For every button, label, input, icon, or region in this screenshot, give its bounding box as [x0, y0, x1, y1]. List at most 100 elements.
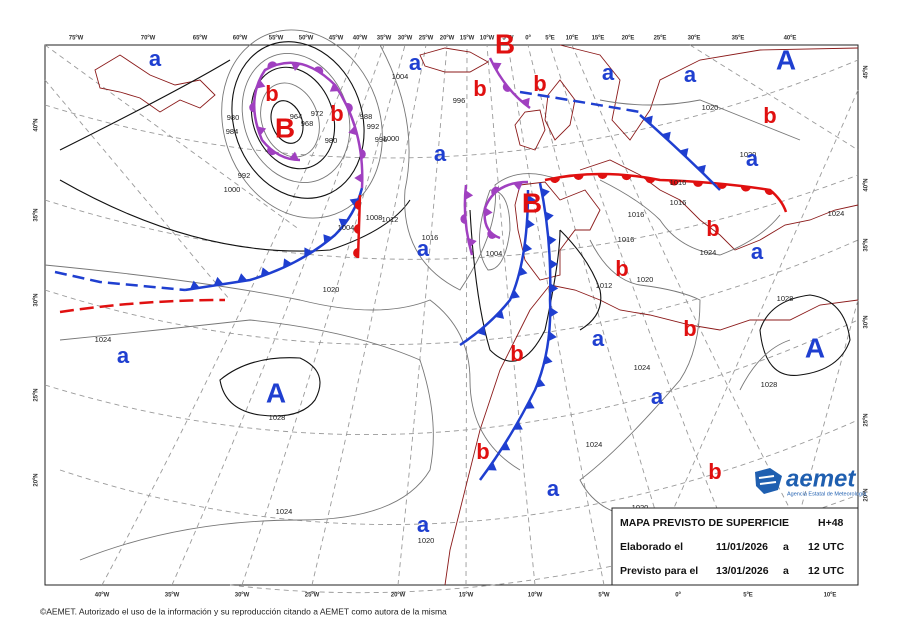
isobar-label: 1004	[486, 249, 503, 258]
bottom-label: 0º	[675, 593, 681, 599]
top-label: 15ºW	[460, 36, 475, 42]
right-label: 40ºN	[864, 178, 870, 191]
front-triangle	[696, 164, 706, 175]
front-triangle	[484, 207, 493, 218]
front-semicircle	[597, 173, 608, 180]
weak-high: a	[651, 384, 664, 409]
meridian	[311, 44, 427, 586]
weak-low: b	[708, 459, 721, 484]
left-label: 40ºN	[34, 118, 40, 131]
meridian	[507, 44, 605, 586]
front-triangle	[518, 266, 528, 277]
isobar-label: 1024	[276, 507, 293, 516]
meridian	[171, 44, 385, 586]
front-semicircle	[502, 82, 511, 92]
top-label: 40ºE	[784, 36, 797, 42]
map-border	[44, 44, 859, 586]
isobar-label: 1016	[422, 233, 439, 242]
front-triangle	[464, 189, 474, 200]
front-triangle	[541, 187, 550, 198]
meridian	[639, 89, 859, 586]
front-semicircle	[267, 147, 277, 156]
isobar	[759, 294, 851, 376]
front-semicircle	[717, 183, 728, 189]
left-label: 35ºN	[34, 208, 40, 221]
meridian	[486, 44, 536, 586]
bottom-label: 35ºW	[165, 593, 180, 599]
top-label: 70ºW	[141, 36, 156, 42]
isobar-label: 1004	[392, 72, 409, 81]
top-label: 60ºW	[233, 36, 248, 42]
weak-low: b	[330, 101, 343, 126]
front-triangle	[523, 242, 533, 253]
front-semicircle	[549, 177, 560, 184]
iberia-coast	[514, 181, 601, 281]
isobar-label: 996	[375, 135, 388, 144]
isobar-label: 992	[367, 122, 380, 131]
front-triangle	[338, 218, 349, 228]
isobar-label: 1000	[383, 134, 400, 143]
logo-icon	[755, 468, 782, 494]
front-triangle	[487, 461, 497, 471]
top-label: 40ºW	[353, 36, 368, 42]
top-label: 20ºW	[440, 36, 455, 42]
bottom-label: 15ºW	[459, 593, 474, 599]
meridian	[44, 79, 231, 301]
parallel	[44, 59, 859, 159]
isobar-label: 1020	[323, 285, 340, 294]
info-title: MAPA PREVISTO DE SUPERFICIE	[620, 517, 789, 529]
right-label: 30ºN	[864, 315, 870, 328]
isobar-label: 1020	[418, 536, 435, 545]
front-triangle	[548, 331, 557, 342]
isobar-label: 1024	[586, 440, 603, 449]
front-semicircle	[740, 185, 751, 192]
british-isles-coast	[514, 79, 576, 151]
front-triangle	[513, 421, 523, 430]
front-triangle	[329, 82, 340, 92]
low-center: B	[522, 187, 542, 218]
weak-low: b	[510, 341, 523, 366]
front-semicircle	[353, 223, 360, 234]
info-time: 12 UTC	[808, 565, 845, 577]
top-label: 45ºW	[329, 36, 344, 42]
front-triangle	[304, 247, 313, 257]
front-triangle	[545, 211, 554, 222]
meridian	[465, 44, 468, 586]
right-label: 20ºN	[864, 488, 870, 501]
right-label: 25ºN	[864, 413, 870, 426]
front-triangle	[237, 273, 248, 282]
isobar-label: 984	[226, 127, 239, 136]
isobar-label: 980	[325, 136, 338, 145]
info-lead-time: H+48	[818, 517, 844, 529]
info-label: Previsto para el	[620, 565, 698, 577]
isobar	[579, 239, 701, 521]
weak-high: a	[117, 343, 130, 368]
front-triangle	[679, 148, 689, 158]
isobar	[379, 44, 561, 291]
front-triangle	[476, 326, 486, 336]
west-africa-coast	[444, 284, 551, 586]
front-triangle	[260, 267, 271, 277]
top-label: 75ºW	[69, 36, 84, 42]
parallel	[44, 174, 859, 260]
isobar-label: 1020	[632, 503, 649, 512]
europe-coast	[579, 159, 859, 251]
front-semicircle	[314, 66, 324, 75]
left-label: 20ºN	[34, 473, 40, 486]
isobar-label: 1024	[828, 209, 845, 218]
parallel	[44, 239, 859, 345]
high-center: A	[266, 377, 286, 408]
front-triangle	[189, 280, 200, 290]
isobar-label: 1016	[670, 178, 687, 187]
weak-high: a	[149, 46, 162, 71]
front-triangle	[536, 378, 546, 388]
aemet-logo: aemet Agencia Estatal de Meteorología	[755, 465, 867, 497]
graticule	[44, 44, 859, 594]
bottom-label: 5ºE	[743, 593, 753, 599]
isobar-label: 988	[360, 112, 373, 121]
top-label: 10ºW	[480, 36, 495, 42]
weak-high: a	[434, 141, 447, 166]
front-stationary	[54, 270, 186, 292]
greenland-coast	[94, 54, 216, 113]
weak-low: b	[473, 76, 486, 101]
